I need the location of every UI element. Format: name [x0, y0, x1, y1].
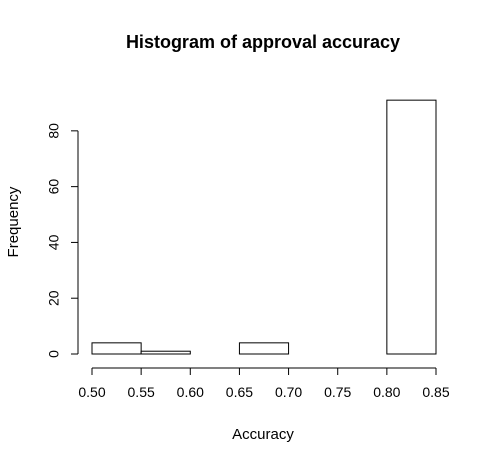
y-tick-label-1: 20: [46, 290, 62, 306]
bars: [92, 100, 436, 354]
x-tick-label-6: 0.80: [373, 384, 400, 400]
histogram-bar-3: [239, 343, 288, 354]
x-tick-label-7: 0.85: [422, 384, 449, 400]
x-tick-label-3: 0.65: [226, 384, 253, 400]
y-tick-label-3: 60: [46, 179, 62, 195]
y-axis-label: Frequency: [5, 186, 22, 257]
histogram-bar-1: [141, 351, 190, 354]
y-tick-label-4: 80: [46, 123, 62, 139]
x-tick-label-4: 0.70: [275, 384, 302, 400]
y-axis: 0 20 40 60 80: [46, 123, 78, 358]
histogram-bar-6: [387, 100, 436, 354]
x-tick-label-5: 0.75: [324, 384, 351, 400]
x-axis-label: Accuracy: [232, 426, 294, 443]
y-tick-label-2: 40: [46, 234, 62, 250]
x-axis: 0.50 0.55 0.60 0.65 0.70 0.75 0.80 0.85: [78, 368, 449, 400]
x-tick-label-2: 0.60: [177, 384, 204, 400]
chart-title: Histogram of approval accuracy: [126, 32, 400, 52]
histogram-bar-0: [92, 343, 141, 354]
x-tick-label-0: 0.50: [78, 384, 105, 400]
x-tick-label-1: 0.55: [128, 384, 155, 400]
y-tick-label-0: 0: [46, 350, 62, 358]
